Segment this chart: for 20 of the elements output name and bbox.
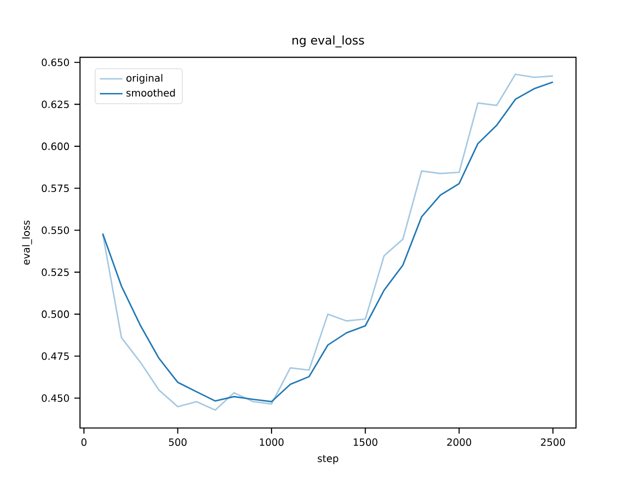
x-axis-title: step [318,455,338,464]
y-tick-label: 0.600 [42,142,69,150]
x-tick-label: 0 [81,438,86,446]
x-tick-label: 1500 [354,438,378,446]
y-tick-label: 0.550 [42,226,69,234]
legend-label: smoothed [126,88,175,97]
x-tick-label: 2500 [540,438,565,446]
y-tick-label: 0.500 [42,310,69,318]
y-tick-label: 0.650 [42,58,69,66]
legend-label: original [126,74,162,84]
x-tick-label: 1000 [260,438,284,446]
x-tick-label: 500 [169,438,187,446]
y-tick-label: 0.525 [42,268,69,276]
chart-title: ng eval_loss [292,35,364,48]
y-axis-title: eval_loss [22,220,32,265]
x-tick-label: 2000 [447,438,472,446]
y-tick-label: 0.575 [42,184,69,192]
y-tick-label: 0.450 [42,394,69,402]
y-tick-label: 0.475 [42,352,69,360]
y-tick-label: 0.625 [42,100,69,108]
